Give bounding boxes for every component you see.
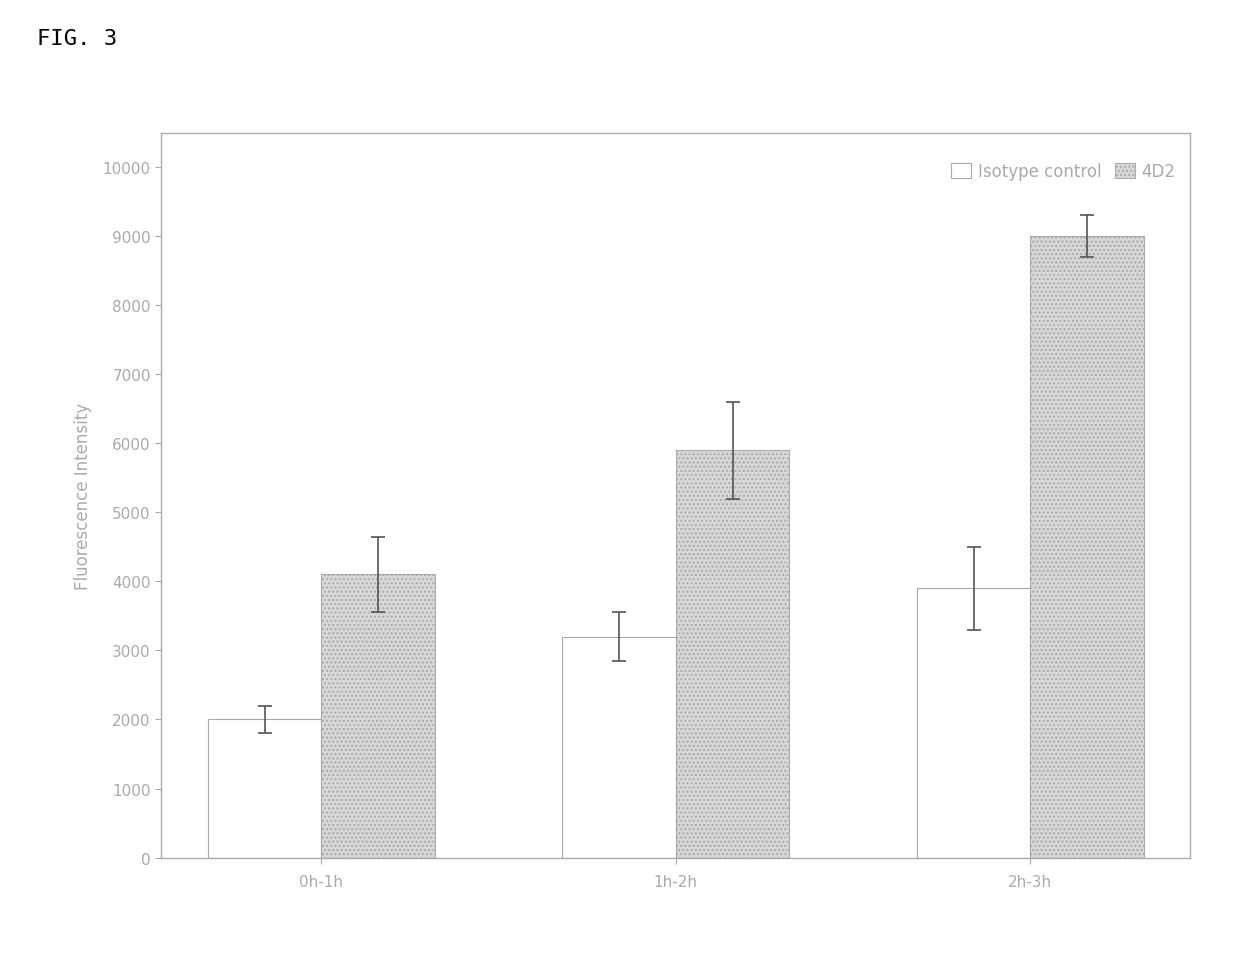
Legend: Isotype control, 4D2: Isotype control, 4D2 bbox=[945, 156, 1182, 188]
Bar bbox=[208, 720, 321, 858]
Bar bbox=[563, 637, 676, 858]
Bar bbox=[916, 589, 1030, 858]
Bar bbox=[676, 451, 789, 858]
Bar bbox=[321, 575, 435, 858]
Bar bbox=[1030, 237, 1143, 858]
Y-axis label: Fluorescence Intensity: Fluorescence Intensity bbox=[73, 402, 92, 589]
Text: FIG. 3: FIG. 3 bbox=[37, 29, 118, 49]
